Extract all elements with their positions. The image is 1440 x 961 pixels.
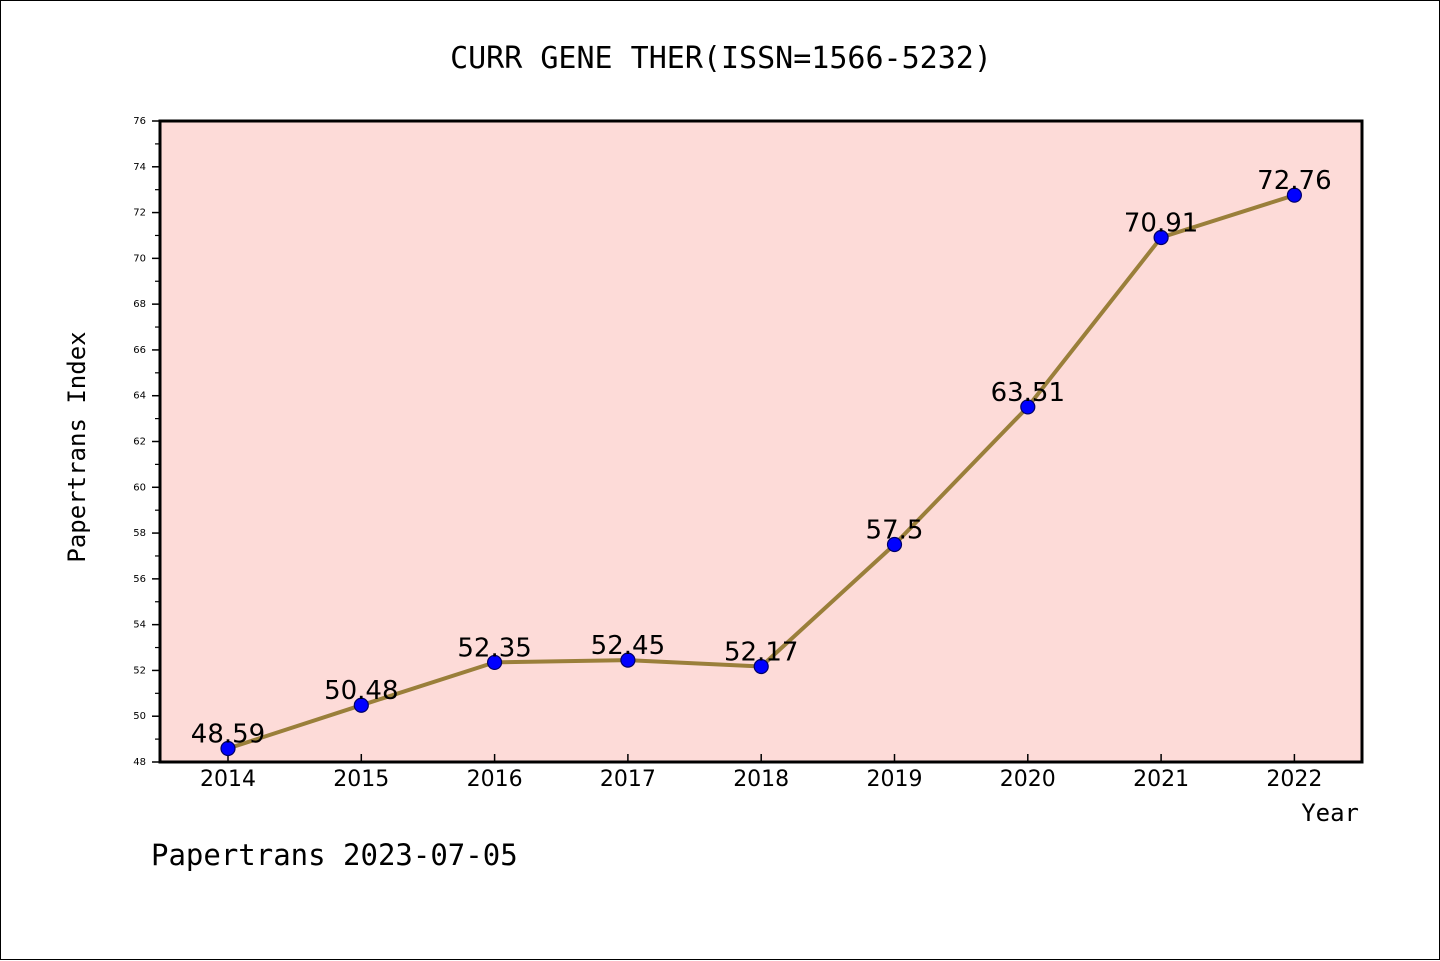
x-axis-label: Year [1301,799,1359,827]
data-label: 52.45 [591,631,665,661]
data-point [1286,187,1303,203]
x-tick-label: 2018 [733,767,789,792]
x-tick-label: 2020 [1000,767,1056,792]
plot-area [160,121,1362,762]
x-tick-label: 2014 [200,767,256,792]
y-tick-label: 48 [133,757,146,768]
data-point [220,740,236,757]
y-tick-label: 66 [133,345,146,356]
data-label: 52.17 [724,638,798,668]
x-tick-label: 2016 [467,767,523,792]
y-tick-label: 70 [133,253,146,264]
y-tick-label: 76 [133,116,146,127]
y-tick-label: 56 [133,574,146,585]
data-point [487,654,503,671]
footer-text: Papertrans 2023-07-05 [151,838,518,872]
data-point [353,697,369,713]
y-tick-label: 64 [133,391,146,402]
x-tick-label: 2015 [333,767,389,792]
x-tick-label: 2021 [1133,767,1189,792]
data-label: 72.76 [1257,166,1331,196]
y-tick-label: 72 [133,208,146,219]
y-tick-label: 58 [133,528,146,539]
y-tick-label: 62 [133,437,146,448]
y-axis-ticks: 48 50 52 54 56 58 60 62 64 66 68 70 72 74 76 [133,116,160,768]
data-point [886,536,903,553]
x-tick-label: 2017 [600,767,656,792]
data-point [1153,229,1169,246]
y-tick-label: 50 [133,711,146,722]
x-tick-label: 2022 [1266,767,1322,792]
y-tick-label: 52 [133,665,146,676]
x-tick-label: 2019 [867,767,923,792]
y-tick-label: 60 [133,482,146,493]
data-label: 50.48 [324,676,398,706]
plot-border [158,119,1364,764]
x-axis-ticks: 2014 2015 2016 2017 2018 2019 2020 2021 2022 [200,754,1322,792]
y-tick-label: 68 [133,299,146,310]
data-label: 57.5 [866,516,924,546]
data-label: 63.51 [991,378,1065,408]
y-tick-label: 54 [133,620,146,631]
data-label: 52.35 [457,633,531,663]
data-point [753,658,769,675]
data-markers [220,187,1303,757]
data-label: 70.91 [1124,209,1198,239]
data-point [620,652,636,668]
y-axis-label: Papertrans Index [63,331,91,562]
data-label: 48.59 [191,719,265,749]
y-tick-label: 74 [133,162,146,173]
data-labels: 48.59 50.48 52.35 52.45 52.17 57.5 63.51 70.91 7… [191,166,1332,749]
data-point [1020,399,1036,415]
chart-title: CURR GENE THER(ISSN=1566-5232) [450,41,992,76]
